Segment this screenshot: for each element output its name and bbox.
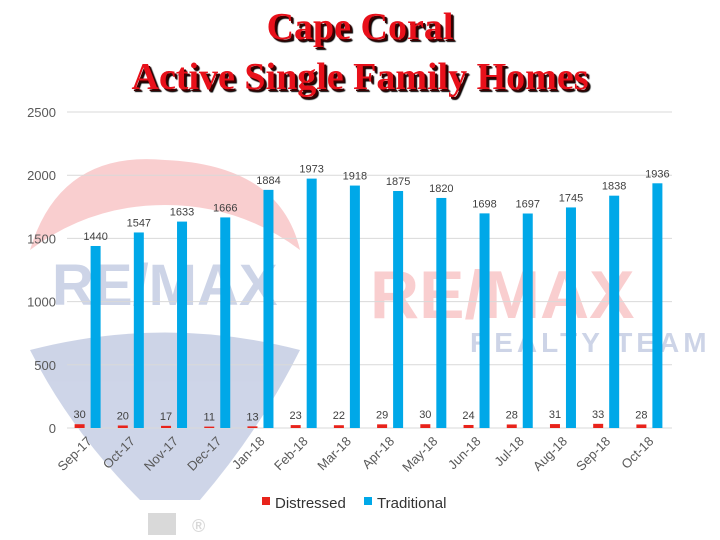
bar-distressed [463, 424, 474, 428]
data-label-traditional: 1745 [559, 192, 583, 204]
bar-distressed [636, 424, 647, 428]
bar-traditional [652, 183, 663, 428]
balloon-basket-shape [148, 513, 176, 535]
watermark-tagline: REALTY TEAM [470, 327, 711, 358]
bar-distressed [333, 425, 344, 428]
data-label-traditional: 1884 [256, 175, 280, 187]
data-label-distressed: 17 [160, 411, 172, 423]
x-tick-label: Aug-18 [530, 434, 570, 474]
watermark-registered-mark: ® [192, 516, 205, 536]
bar-distressed [377, 424, 388, 428]
data-label-distressed: 33 [592, 409, 604, 421]
x-tick-label: Sep-18 [573, 434, 613, 474]
bar-distressed [593, 423, 604, 428]
data-label-traditional: 1440 [83, 231, 107, 243]
data-label-traditional: 1666 [213, 202, 237, 214]
x-tick-label: Oct-18 [618, 434, 656, 472]
data-label-traditional: 1918 [343, 171, 367, 183]
bar-distressed [204, 426, 215, 428]
x-tick-label: May-18 [399, 434, 440, 475]
bar-traditional [177, 221, 188, 428]
bar-distressed [247, 426, 258, 428]
data-label-traditional: 1698 [472, 198, 496, 210]
data-label-traditional: 1820 [429, 183, 453, 195]
data-label-distressed: 22 [333, 410, 345, 422]
x-tick-label: Sep-17 [54, 434, 94, 474]
x-tick-label: Jun-18 [445, 434, 484, 473]
x-tick-label: Mar-18 [314, 434, 354, 474]
x-tick-label: Jul-18 [491, 434, 527, 470]
data-labels: 30 1440 20 1547 17 1633 11 1666 13 1884 23 1973 22 19… [73, 164, 669, 424]
data-label-distressed: 28 [635, 409, 647, 421]
data-label-distressed: 20 [117, 410, 129, 422]
watermark-brand-left: RE/MAX [52, 253, 278, 318]
y-tick-label: 0 [49, 421, 56, 436]
data-label-distressed: 29 [376, 409, 388, 421]
data-label-distressed: 30 [73, 409, 85, 421]
bar-traditional [609, 195, 620, 428]
data-label-distressed: 31 [549, 409, 561, 421]
data-label-traditional: 1875 [386, 176, 410, 188]
bar-traditional [393, 191, 404, 428]
bar-traditional [263, 189, 274, 428]
bar-traditional [349, 185, 360, 428]
x-tick-label: Apr-18 [359, 434, 397, 472]
legend-label: Traditional [377, 495, 446, 512]
data-label-distressed: 28 [506, 409, 518, 421]
data-label-distressed: 23 [290, 410, 302, 422]
bar-traditional [133, 232, 144, 428]
bar-distressed [549, 424, 560, 428]
legend: Distressed Traditional [262, 495, 446, 512]
legend-swatch [262, 497, 270, 505]
bar-distressed [117, 425, 128, 428]
bar-distressed [506, 424, 517, 428]
bar-distressed [420, 424, 431, 428]
chart-title-line-2: Active Single Family Homes [131, 56, 589, 98]
y-tick-label: 500 [34, 358, 56, 373]
bar-traditional [479, 213, 490, 428]
bar-distressed [74, 424, 85, 428]
legend-swatch [364, 497, 372, 505]
data-label-traditional: 1697 [516, 198, 540, 210]
data-label-traditional: 1633 [170, 207, 194, 219]
y-tick-label: 2000 [27, 168, 56, 183]
data-label-distressed: 11 [204, 412, 215, 424]
watermark-brand-right: RE/MAX [370, 257, 634, 333]
bar-traditional [565, 207, 576, 428]
balloon-red-top-shape [30, 159, 300, 250]
data-label-traditional: 1547 [127, 217, 151, 229]
data-label-distressed: 24 [462, 410, 474, 422]
bar-distressed [290, 425, 301, 428]
legend-label: Distressed [275, 495, 346, 512]
bar-traditional [522, 213, 533, 428]
bar-traditional [90, 245, 101, 428]
y-tick-label: 1500 [27, 231, 56, 246]
data-label-distressed: 13 [246, 411, 258, 423]
y-axis-ticks: 0 500 1000 1500 2000 2500 [27, 105, 56, 436]
y-tick-label: 1000 [27, 295, 56, 310]
data-label-traditional: 1838 [602, 181, 626, 193]
bar-traditional [220, 217, 231, 428]
bar-traditional [306, 178, 317, 428]
chart-title-line-1: Cape Coral [266, 6, 454, 48]
data-label-distressed: 30 [419, 409, 431, 421]
remax-watermark: RE/MAX RE/MAX REALTY TEAM ® [30, 159, 711, 536]
y-tick-label: 2500 [27, 105, 56, 120]
bars [74, 178, 663, 428]
bar-traditional [436, 197, 447, 428]
bar-distressed [161, 425, 172, 428]
data-label-traditional: 1973 [299, 164, 323, 176]
x-tick-label: Feb-18 [271, 434, 311, 474]
data-label-traditional: 1936 [645, 168, 669, 180]
